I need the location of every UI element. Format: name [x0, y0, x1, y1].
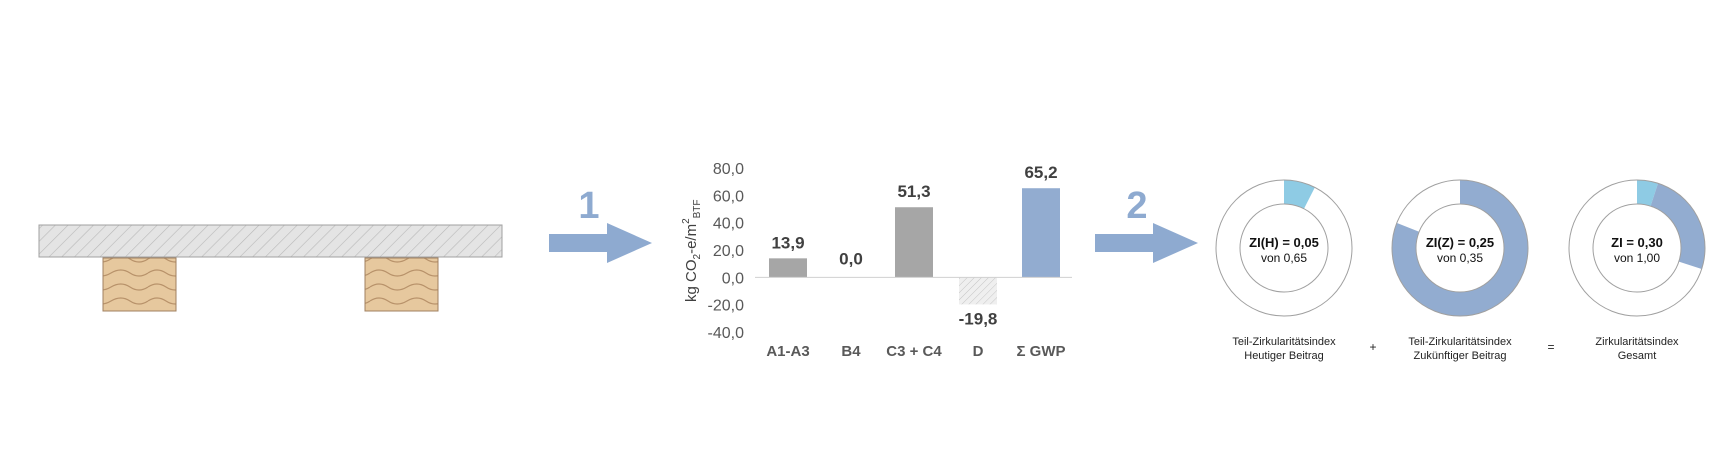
x-category-label: D [973, 343, 984, 360]
y-tick-label: 20,0 [713, 243, 744, 260]
x-category-label: Σ GWP [1017, 343, 1066, 360]
donut-index-value: ZI(Z) = 0,25 [1426, 235, 1494, 250]
present-contribution-segment [1637, 180, 1659, 207]
gwp-bar-chart: kg CO2-e/m2BTF 80,0 60,0 40,0 20,0 0,0 -20,0 -… [681, 161, 1072, 360]
plus-operator: + [1369, 340, 1376, 354]
present-contribution-segment [1284, 180, 1315, 209]
y-tick-label: 60,0 [713, 188, 744, 205]
bar-gwp [1022, 188, 1060, 278]
equals-operator: = [1547, 340, 1554, 354]
y-tick-label: -20,0 [708, 298, 745, 315]
timber-beam-left [102, 257, 177, 312]
bar-c3-c4 [895, 207, 933, 278]
donut-outer-ring [1391, 179, 1529, 317]
y-axis-label: kg CO2-e/m2BTF [681, 199, 703, 302]
y-tick-label: 40,0 [713, 216, 744, 233]
donut-inner-ring [1239, 203, 1329, 293]
bar-value-label: 65,2 [1024, 163, 1057, 182]
concrete-slab [38, 224, 503, 258]
timber-beam-right [364, 257, 439, 312]
x-category-label: C3 + C4 [886, 343, 942, 360]
bar-d [959, 277, 997, 305]
donut-caption-line-1: Teil-Zirkularitätsindex [1232, 336, 1336, 348]
bar-a1-a3 [769, 258, 807, 278]
bar-value-label: 13,9 [771, 233, 804, 252]
step-number-1: 1 [578, 185, 599, 227]
y-tick-label: -40,0 [708, 325, 745, 342]
bar-value-label: -19,8 [959, 309, 998, 328]
future-contribution-segment [1650, 183, 1705, 270]
floor-section-drawing [38, 224, 503, 312]
future-contribution-segment [1391, 180, 1528, 316]
donut-inner-ring [1415, 203, 1505, 293]
donut-caption-line-2: Heutiger Beitrag [1244, 350, 1324, 362]
donut-index-max: von 0,35 [1437, 251, 1483, 265]
bar-value-label: 51,3 [897, 182, 930, 201]
bar-value-label: 0,0 [839, 249, 863, 268]
x-category-label: A1-A3 [766, 343, 809, 360]
arrow-right-icon [549, 223, 652, 263]
donut-index-max: von 0,65 [1261, 251, 1307, 265]
donut-caption-line-2: Zukünftiger Beitrag [1414, 350, 1507, 362]
y-tick-label: 80,0 [713, 161, 744, 178]
donut-index-value: ZI(H) = 0,05 [1249, 235, 1319, 250]
donut-caption-line-2: Gesamt [1618, 350, 1657, 362]
donut-caption-line-1: Zirkularitätsindex [1595, 336, 1679, 348]
donut-outer-ring [1215, 179, 1353, 317]
donut-caption-line-1: Teil-Zirkularitätsindex [1408, 336, 1512, 348]
y-tick-label: 0,0 [722, 270, 744, 287]
donut-inner-ring [1592, 203, 1682, 293]
donut-outer-ring [1568, 179, 1706, 317]
donut-index-value: ZI = 0,30 [1611, 235, 1663, 250]
x-category-label: B4 [841, 343, 861, 360]
arrow-right-icon [1095, 223, 1198, 263]
step-number-2: 2 [1126, 185, 1147, 227]
donut-index-max: von 1,00 [1614, 251, 1660, 265]
